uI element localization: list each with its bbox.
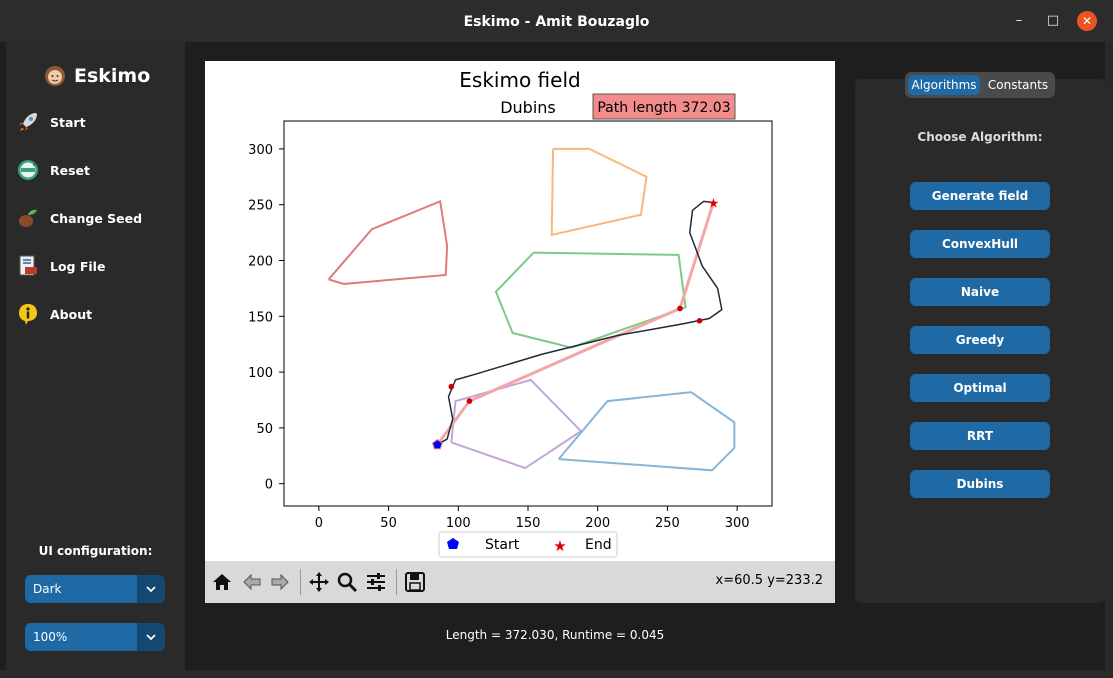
chart-subtitle: Dubins bbox=[500, 98, 556, 117]
waypoint-marker bbox=[696, 317, 703, 324]
theme-select[interactable]: Dark bbox=[25, 575, 165, 603]
x-tick-label: 200 bbox=[585, 516, 610, 531]
obstacle-polygon-0 bbox=[327, 199, 449, 285]
path-length-badge-box bbox=[592, 93, 736, 120]
plot-axes bbox=[283, 120, 773, 507]
legend-end-label: End bbox=[585, 537, 612, 553]
title-bar: Eskimo - Amit Bouzaglo – □ ✕ bbox=[0, 0, 1113, 42]
rocket-icon bbox=[19, 113, 37, 131]
y-tick-label: 250 bbox=[248, 199, 273, 214]
y-tick-label: 100 bbox=[248, 366, 273, 381]
sidebar: Eskimo Start Reset Change Seed bbox=[6, 42, 185, 670]
field-chart[interactable]: Eskimo field Dubins Path length 372.03 0… bbox=[205, 61, 835, 561]
x-tick-label: 100 bbox=[446, 516, 471, 531]
maximize-button[interactable]: □ bbox=[1046, 13, 1060, 28]
y-tick-label: 150 bbox=[248, 310, 273, 325]
greedy-button[interactable]: Greedy bbox=[910, 326, 1050, 354]
info-icon bbox=[19, 304, 37, 325]
sidebar-item-label: Start bbox=[50, 114, 86, 130]
forward-arrow-icon[interactable] bbox=[269, 571, 291, 593]
eskimo-logo-icon bbox=[45, 66, 65, 86]
path-series-line-1 bbox=[436, 200, 723, 446]
generate-field-button[interactable]: Generate field bbox=[910, 182, 1050, 210]
sidebar-item-log-file[interactable]: Log File bbox=[16, 253, 105, 279]
obstacle-polygon-3 bbox=[450, 378, 583, 470]
plot-canvas[interactable]: Eskimo field Dubins Path length 372.03 0… bbox=[205, 61, 835, 603]
back-arrow-icon[interactable] bbox=[241, 571, 263, 593]
rrt-button[interactable]: RRT bbox=[910, 422, 1050, 450]
window-title: Eskimo - Amit Bouzaglo bbox=[463, 14, 650, 30]
x-tick-label: 0 bbox=[315, 516, 323, 531]
zoom-icon[interactable] bbox=[336, 571, 358, 593]
minimize-button[interactable]: – bbox=[1015, 13, 1023, 28]
sidebar-item-label: Log File bbox=[50, 258, 106, 274]
reset-icon bbox=[18, 160, 38, 180]
sidebar-item-label: About bbox=[50, 306, 93, 322]
x-tick-label: 250 bbox=[655, 516, 680, 531]
optimal-button[interactable]: Optimal bbox=[910, 374, 1050, 402]
naive-button[interactable]: Naive bbox=[910, 278, 1050, 306]
legend-start-marker bbox=[447, 538, 459, 549]
home-icon[interactable] bbox=[211, 571, 233, 593]
sidebar-item-label: Change Seed bbox=[50, 210, 143, 226]
end-point-marker: ★ bbox=[708, 196, 720, 211]
log-file-icon bbox=[19, 255, 37, 276]
toolbar-divider bbox=[396, 569, 397, 595]
sidebar-item-label: Reset bbox=[50, 162, 90, 178]
configure-subplots-icon[interactable] bbox=[365, 571, 387, 593]
save-icon[interactable] bbox=[404, 571, 426, 593]
waypoint-marker bbox=[677, 305, 683, 312]
brand-name: Eskimo bbox=[74, 65, 151, 87]
sidebar-item-reset[interactable]: Reset bbox=[16, 157, 90, 183]
sidebar-item-change-seed[interactable]: Change Seed bbox=[16, 205, 142, 231]
legend bbox=[438, 531, 618, 558]
path-length-badge: Path length 372.03 bbox=[597, 100, 730, 116]
path-series-line-0 bbox=[436, 202, 715, 446]
dubins-button[interactable]: Dubins bbox=[910, 470, 1050, 498]
waypoint-marker bbox=[448, 383, 455, 390]
theme-select-value: Dark bbox=[33, 582, 62, 596]
pan-icon[interactable] bbox=[308, 571, 330, 593]
y-tick-label: 50 bbox=[256, 422, 273, 437]
sidebar-item-start[interactable]: Start bbox=[16, 109, 86, 135]
x-tick-label: 50 bbox=[380, 516, 397, 531]
legend-end-marker: ★ bbox=[553, 537, 566, 555]
toolbar-divider bbox=[300, 569, 301, 595]
obstacle-polygon-1 bbox=[550, 147, 648, 237]
window-bottom-edge bbox=[0, 670, 1113, 678]
waypoint-marker bbox=[466, 398, 473, 404]
plot-toolbar: x=60.5 y=233.2 bbox=[205, 561, 835, 603]
y-tick-label: 300 bbox=[248, 143, 273, 158]
window-edge bbox=[1105, 42, 1113, 670]
coordinate-readout: x=60.5 y=233.2 bbox=[715, 573, 823, 588]
seed-icon bbox=[19, 209, 37, 227]
chart-title: Eskimo field bbox=[459, 68, 580, 92]
status-text: Length = 372.030, Runtime = 0.045 bbox=[445, 628, 665, 642]
choose-algorithm-label: Choose Algorithm: bbox=[917, 130, 1043, 144]
ui-config-label: UI configuration: bbox=[38, 544, 153, 558]
scale-select-value: 100% bbox=[33, 630, 68, 644]
legend-start-label: Start bbox=[485, 537, 520, 553]
sidebar-item-about[interactable]: About bbox=[16, 301, 92, 327]
algorithms-panel: Algorithms Constants Choose Algorithm: G… bbox=[855, 72, 1105, 603]
x-tick-label: 300 bbox=[725, 516, 750, 531]
scale-select[interactable]: 100% bbox=[25, 623, 165, 651]
panel-tabs: Algorithms Constants bbox=[905, 72, 1055, 98]
close-button[interactable]: ✕ bbox=[1077, 11, 1097, 31]
brand: Eskimo bbox=[44, 64, 150, 88]
chevron-down-icon[interactable] bbox=[137, 623, 165, 651]
tab-algorithms[interactable]: Algorithms bbox=[908, 75, 980, 95]
convexhull-button[interactable]: ConvexHull bbox=[910, 230, 1050, 258]
y-tick-label: 200 bbox=[248, 254, 273, 269]
obstacle-polygon-4 bbox=[557, 391, 736, 472]
chevron-down-icon[interactable] bbox=[137, 575, 165, 603]
x-tick-label: 150 bbox=[516, 516, 541, 531]
tab-constants[interactable]: Constants bbox=[987, 78, 1049, 92]
y-tick-label: 0 bbox=[265, 478, 273, 493]
start-point-marker bbox=[432, 438, 443, 450]
